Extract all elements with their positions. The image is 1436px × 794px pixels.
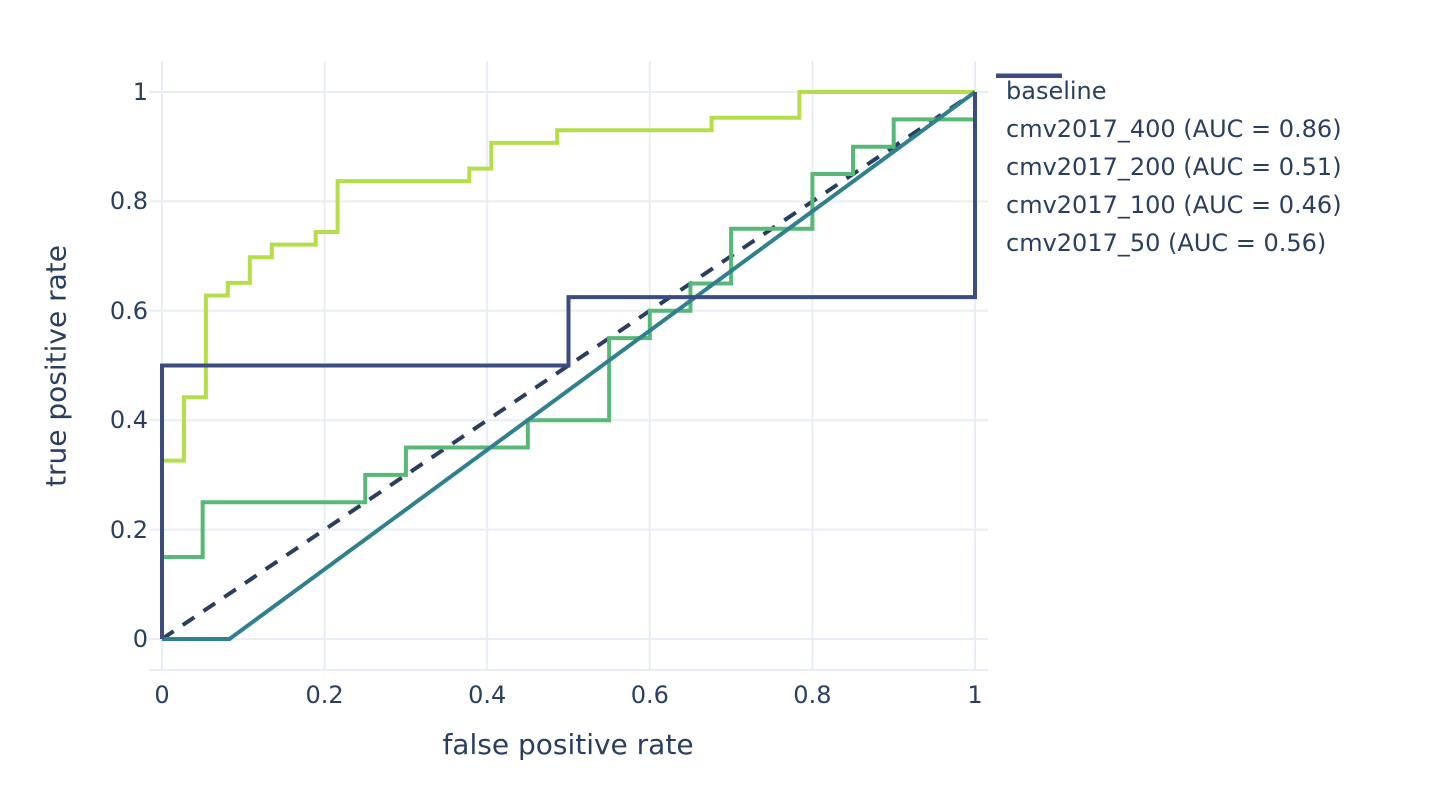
legend-label: baseline (1006, 77, 1107, 105)
x-axis-title: false positive rate (442, 728, 694, 761)
y-axis-title: true positive rate (39, 245, 73, 487)
y-tick-label: 0.4 (109, 406, 148, 435)
y-tick-label: 0 (132, 625, 148, 653)
y-tick-label: 0.2 (109, 515, 148, 544)
legend-label: cmv2017_200 (AUC = 0.51) (1006, 153, 1342, 181)
roc-curve-baseline (160, 90, 977, 641)
y-tick-label: 1 (132, 78, 148, 106)
legend-item-cmv2017_200[interactable]: cmv2017_200 (AUC = 0.51) (996, 73, 1342, 186)
x-tick-label: 0 (154, 681, 170, 709)
legend-item-cmv2017_100[interactable]: cmv2017_100 (AUC = 0.46) (996, 73, 1342, 224)
roc-curve-cmv2017_400 (160, 90, 975, 639)
y-tick-label: 0.8 (109, 187, 148, 216)
x-tick-label: 0.4 (468, 681, 507, 709)
legend-label: cmv2017_400 (AUC = 0.86) (1006, 115, 1342, 143)
y-tick-label: 0.6 (109, 296, 148, 325)
roc-curve-cmv2017_200 (160, 92, 977, 639)
x-tick-label: 0.8 (793, 681, 832, 709)
legend-item-cmv2017_50[interactable]: cmv2017_50 (AUC = 0.56) (996, 73, 1342, 262)
legend: baseline cmv2017_400 (AUC = 0.86) cmv2017_… (996, 72, 1342, 262)
x-tick-label: 1 (967, 681, 983, 709)
legend-label: cmv2017_50 (AUC = 0.56) (1006, 229, 1327, 257)
legend-item-cmv2017_400[interactable]: cmv2017_400 (AUC = 0.86) (996, 73, 1342, 148)
x-tick-label: 0.6 (630, 681, 669, 709)
legend-label: cmv2017_100 (AUC = 0.46) (1006, 191, 1342, 219)
x-tick-label: 0.2 (305, 681, 344, 709)
roc-curve-cmv2017_100 (162, 90, 977, 641)
roc-curve-cmv2017_50 (160, 92, 977, 639)
legend-swatch (996, 73, 1062, 78)
